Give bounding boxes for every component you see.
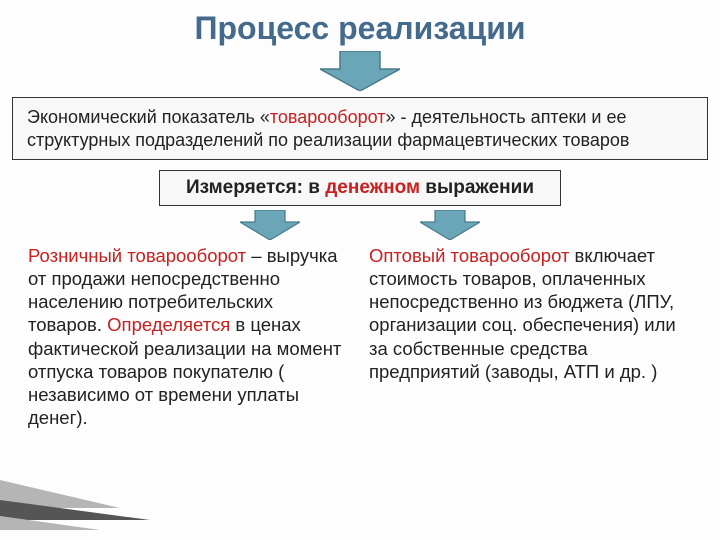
column-right: Оптовый товарооборот включает стоимость … — [369, 244, 692, 429]
definition-prefix: Экономический показатель « — [27, 107, 270, 127]
columns: Розничный товарооборот – выручка от прод… — [0, 240, 720, 429]
decor-corner-icon — [0, 480, 160, 540]
arrow-left-icon — [240, 210, 300, 240]
arrow-down-icon — [320, 51, 400, 91]
arrow-top — [0, 51, 720, 91]
arrow-right-icon — [420, 210, 480, 240]
page-title: Процесс реализации — [0, 0, 720, 47]
measure-suffix: выражении — [420, 177, 534, 198]
measure-box: Измеряется: в денежном выражении — [159, 170, 561, 206]
measure-highlight: денежном — [325, 177, 420, 198]
left-mid-red: Определяется — [107, 314, 230, 335]
right-head-red: Оптовый товарооборот — [369, 245, 569, 266]
measure-prefix: Измеряется: в — [186, 177, 325, 198]
definition-box: Экономический показатель «товарооборот» … — [12, 97, 708, 160]
column-left: Розничный товарооборот – выручка от прод… — [28, 244, 351, 429]
definition-highlight: товарооборот — [270, 107, 386, 127]
left-head-red: Розничный товарооборот — [28, 245, 246, 266]
arrows-pair — [0, 210, 720, 240]
measure-wrap: Измеряется: в денежном выражении — [0, 170, 720, 206]
